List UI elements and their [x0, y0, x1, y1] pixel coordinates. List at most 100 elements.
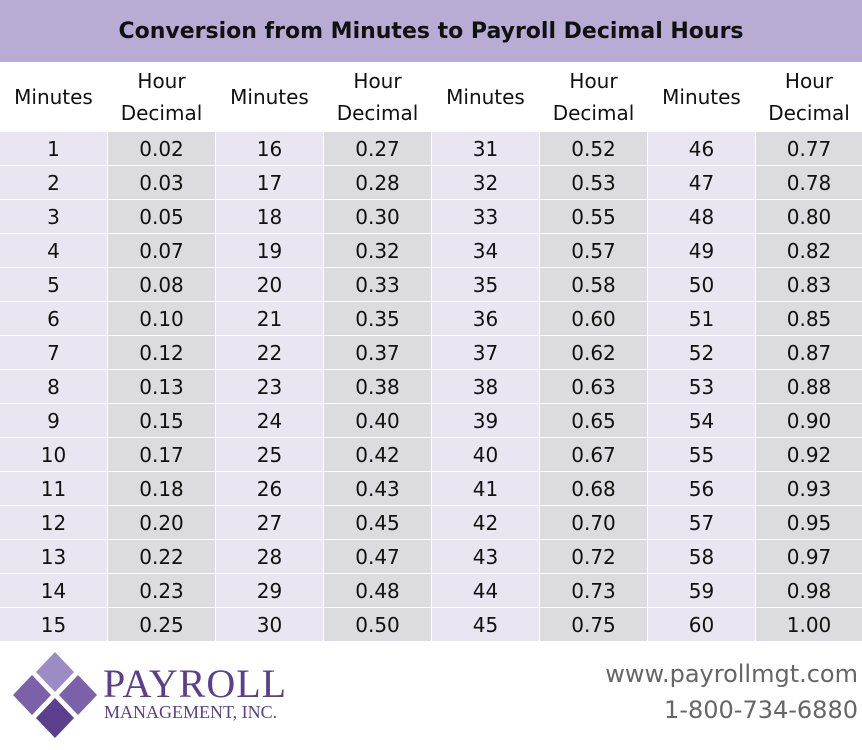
minutes-cell: 40	[432, 438, 540, 472]
decimal-cell: 1.00	[756, 608, 862, 642]
minutes-cell: 14	[0, 574, 108, 608]
decimal-cell: 0.75	[540, 608, 648, 642]
minutes-cell: 55	[648, 438, 756, 472]
header-cell: Minutes	[216, 62, 324, 132]
header-cell: Minutes	[432, 62, 540, 132]
table-row: 3 0.05 18 0.30 33 0.55 48 0.80	[0, 200, 862, 234]
header-cell: Hour Decimal	[108, 62, 216, 132]
header-cell: Minutes	[0, 62, 108, 132]
minutes-cell: 50	[648, 268, 756, 302]
decimal-cell: 0.80	[756, 200, 862, 234]
decimal-cell: 0.48	[324, 574, 432, 608]
decimal-cell: 0.12	[108, 336, 216, 370]
decimal-cell: 0.35	[324, 302, 432, 336]
minutes-cell: 2	[0, 166, 108, 200]
decimal-cell: 0.03	[108, 166, 216, 200]
header-cell: Hour Decimal	[540, 62, 648, 132]
decimal-cell: 0.67	[540, 438, 648, 472]
decimal-cell: 0.90	[756, 404, 862, 438]
minutes-cell: 38	[432, 370, 540, 404]
minutes-cell: 16	[216, 132, 324, 166]
company-subtitle: MANAGEMENT, INC.	[104, 702, 278, 722]
decimal-cell: 0.53	[540, 166, 648, 200]
minutes-cell: 54	[648, 404, 756, 438]
minutes-cell: 30	[216, 608, 324, 642]
decimal-cell: 0.15	[108, 404, 216, 438]
minutes-cell: 10	[0, 438, 108, 472]
minutes-cell: 11	[0, 472, 108, 506]
table-row: 7 0.12 22 0.37 37 0.62 52 0.87	[0, 336, 862, 370]
decimal-cell: 0.52	[540, 132, 648, 166]
minutes-cell: 21	[216, 302, 324, 336]
minutes-cell: 45	[432, 608, 540, 642]
minutes-cell: 6	[0, 302, 108, 336]
decimal-cell: 0.77	[756, 132, 862, 166]
table-row: 8 0.13 23 0.38 38 0.63 53 0.88	[0, 370, 862, 404]
table-row: 11 0.18 26 0.43 41 0.68 56 0.93	[0, 472, 862, 506]
decimal-cell: 0.88	[756, 370, 862, 404]
minutes-cell: 52	[648, 336, 756, 370]
decimal-cell: 0.82	[756, 234, 862, 268]
decimal-cell: 0.38	[324, 370, 432, 404]
logo	[13, 652, 97, 738]
decimal-cell: 0.45	[324, 506, 432, 540]
table-row: 1 0.02 16 0.27 31 0.52 46 0.77	[0, 132, 862, 166]
table-row: 10 0.17 25 0.42 40 0.67 55 0.92	[0, 438, 862, 472]
minutes-cell: 8	[0, 370, 108, 404]
decimal-cell: 0.33	[324, 268, 432, 302]
minutes-cell: 35	[432, 268, 540, 302]
decimal-cell: 0.92	[756, 438, 862, 472]
minutes-cell: 53	[648, 370, 756, 404]
website: www.payrollmgt.com	[605, 660, 858, 688]
minutes-cell: 51	[648, 302, 756, 336]
minutes-cell: 39	[432, 404, 540, 438]
decimal-cell: 0.78	[756, 166, 862, 200]
minutes-cell: 32	[432, 166, 540, 200]
decimal-cell: 0.57	[540, 234, 648, 268]
decimal-cell: 0.07	[108, 234, 216, 268]
minutes-cell: 59	[648, 574, 756, 608]
minutes-cell: 7	[0, 336, 108, 370]
decimal-cell: 0.55	[540, 200, 648, 234]
minutes-cell: 9	[0, 404, 108, 438]
phone: 1-800-734-6880	[664, 696, 858, 724]
decimal-cell: 0.58	[540, 268, 648, 302]
minutes-cell: 19	[216, 234, 324, 268]
minutes-cell: 24	[216, 404, 324, 438]
minutes-cell: 5	[0, 268, 108, 302]
table-row: 6 0.10 21 0.35 36 0.60 51 0.85	[0, 302, 862, 336]
decimal-cell: 0.63	[540, 370, 648, 404]
minutes-cell: 33	[432, 200, 540, 234]
decimal-cell: 0.22	[108, 540, 216, 574]
minutes-cell: 13	[0, 540, 108, 574]
minutes-cell: 28	[216, 540, 324, 574]
decimal-cell: 0.50	[324, 608, 432, 642]
minutes-cell: 31	[432, 132, 540, 166]
minutes-cell: 57	[648, 506, 756, 540]
minutes-cell: 56	[648, 472, 756, 506]
decimal-cell: 0.87	[756, 336, 862, 370]
decimal-cell: 0.68	[540, 472, 648, 506]
header-cell: Hour Decimal	[756, 62, 862, 132]
decimal-cell: 0.27	[324, 132, 432, 166]
minutes-cell: 23	[216, 370, 324, 404]
decimal-cell: 0.23	[108, 574, 216, 608]
minutes-cell: 37	[432, 336, 540, 370]
decimal-cell: 0.47	[324, 540, 432, 574]
minutes-cell: 42	[432, 506, 540, 540]
decimal-cell: 0.40	[324, 404, 432, 438]
table-row: 13 0.22 28 0.47 43 0.72 58 0.97	[0, 540, 862, 574]
minutes-cell: 46	[648, 132, 756, 166]
decimal-cell: 0.62	[540, 336, 648, 370]
header-row: Minutes Hour Decimal Minutes Hour Decimal Mi…	[0, 62, 862, 132]
decimal-cell: 0.73	[540, 574, 648, 608]
decimal-cell: 0.42	[324, 438, 432, 472]
table-row: 4 0.07 19 0.32 34 0.57 49 0.82	[0, 234, 862, 268]
decimal-cell: 0.70	[540, 506, 648, 540]
minutes-cell: 60	[648, 608, 756, 642]
decimal-cell: 0.65	[540, 404, 648, 438]
minutes-cell: 15	[0, 608, 108, 642]
table-row: 12 0.20 27 0.45 42 0.70 57 0.95	[0, 506, 862, 540]
minutes-cell: 43	[432, 540, 540, 574]
